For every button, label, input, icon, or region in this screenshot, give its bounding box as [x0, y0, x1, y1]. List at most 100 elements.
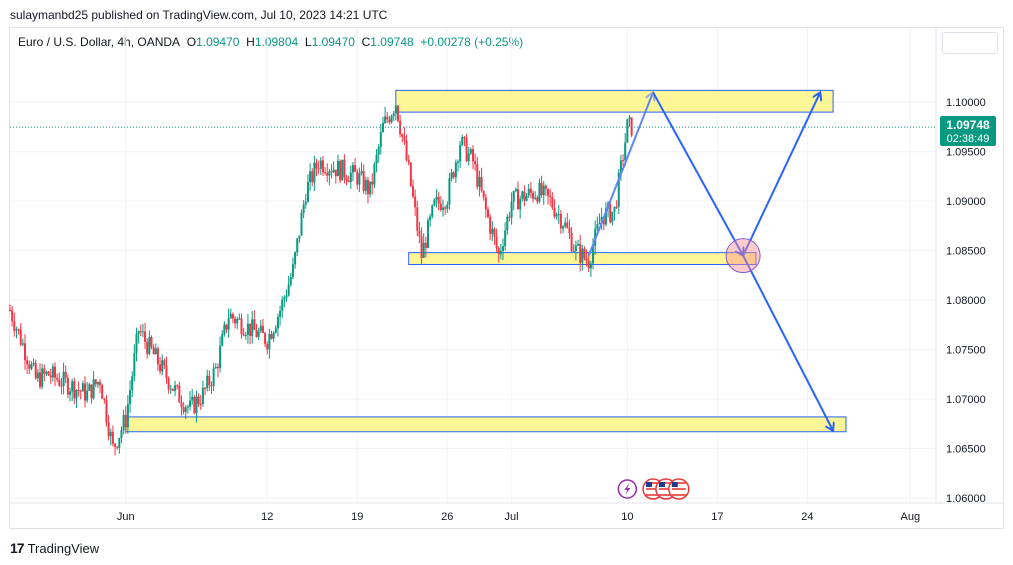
flag-canton [658, 482, 665, 487]
candles-layer [9, 104, 633, 456]
candle-body [272, 332, 275, 339]
flag-canton [671, 482, 678, 487]
candle-body [234, 318, 237, 324]
candle-body [253, 319, 256, 330]
candle-body [604, 208, 607, 225]
candle-body [283, 297, 286, 300]
candle-body [504, 230, 507, 247]
candle-body [144, 331, 147, 342]
candle-body [521, 191, 524, 199]
candle-body [330, 171, 333, 173]
y-tick-label: 1.09500 [946, 147, 986, 159]
candle-body [73, 381, 76, 399]
candle-body [88, 384, 91, 391]
candle-body [81, 383, 84, 392]
candle-body [414, 196, 417, 208]
candle-body [336, 160, 339, 177]
candle-body [420, 236, 423, 258]
candle-body [536, 197, 539, 202]
candle-body [602, 216, 605, 225]
candle-body [249, 323, 252, 336]
candle-body [456, 161, 459, 163]
candle-body [103, 398, 106, 400]
price-axis[interactable]: 1.10000 1.09500 1.09000 1.08500 1.08000 1.075… [946, 97, 986, 505]
candle-body [585, 258, 588, 261]
candle-body [551, 197, 554, 208]
candle-body [21, 343, 24, 345]
candle-body [354, 165, 357, 173]
candle-body [396, 105, 399, 121]
candle-body [204, 387, 207, 389]
last-price-tag: 1.09748 02:38:49 [940, 116, 996, 146]
candle-body [484, 197, 487, 210]
candle-body [472, 149, 474, 162]
candle-body [497, 248, 500, 255]
candle-body [598, 223, 601, 225]
candle-body [34, 362, 37, 379]
candle-body [58, 379, 61, 386]
candle-body [538, 182, 541, 202]
candle-body [311, 171, 314, 183]
candle-body [321, 160, 324, 173]
candle-body [313, 162, 316, 183]
footer-brand: TradingView [27, 540, 100, 556]
candle-body [32, 362, 35, 365]
low-key: L [304, 35, 312, 49]
x-tick-label: 24 [801, 511, 813, 523]
candle-body [304, 201, 307, 205]
candle-body [146, 341, 149, 354]
candle-body [131, 376, 134, 391]
candle-body [577, 244, 580, 246]
candle-body [626, 119, 629, 143]
candle-body [499, 251, 502, 255]
candle-body [476, 164, 479, 187]
candle-body [461, 136, 464, 145]
candle-body [542, 185, 545, 196]
candle-body [197, 396, 200, 404]
candle-body [347, 180, 350, 183]
candle-body [206, 375, 209, 389]
candle-body [227, 318, 230, 330]
candle-body [47, 371, 50, 376]
candle-body [506, 216, 509, 231]
candle-body [562, 226, 565, 229]
candle-body [444, 207, 447, 209]
candle-body [596, 224, 599, 229]
candle-body [510, 201, 513, 218]
candle-body [557, 214, 560, 216]
candle-body [532, 192, 535, 199]
candle-body [13, 321, 16, 331]
x-tick-label: 26 [441, 511, 453, 523]
candle-body [547, 188, 550, 196]
candle-body [332, 169, 335, 173]
time-axis[interactable]: Jun 12 19 26 Jul 10 17 24 Aug [117, 511, 920, 523]
candle-body [246, 323, 249, 335]
x-tick-label: 12 [261, 511, 273, 523]
candle-body [559, 214, 562, 229]
candle-body [495, 236, 498, 249]
candle-body [489, 216, 492, 234]
candle-body [549, 195, 552, 198]
settings-button[interactable] [942, 32, 998, 54]
candle-body [478, 176, 481, 187]
candle-body [64, 371, 67, 378]
candle-body [572, 250, 575, 252]
candle-body [124, 414, 127, 428]
candle-body [630, 117, 633, 136]
candle-body [386, 116, 389, 120]
candle-body [182, 407, 185, 412]
candle-body [116, 446, 119, 448]
candle-body [474, 161, 477, 165]
candle-body [259, 325, 262, 332]
candle-body [276, 316, 279, 329]
candle-body [439, 203, 442, 210]
candle-body [452, 172, 455, 178]
candle-body [36, 372, 39, 379]
candle-body [435, 196, 438, 200]
price-tag-value: 1.09748 [946, 118, 990, 132]
candle-body [379, 132, 382, 148]
candle-body [30, 364, 33, 369]
candle-body [114, 443, 117, 447]
candle-body [467, 153, 470, 162]
